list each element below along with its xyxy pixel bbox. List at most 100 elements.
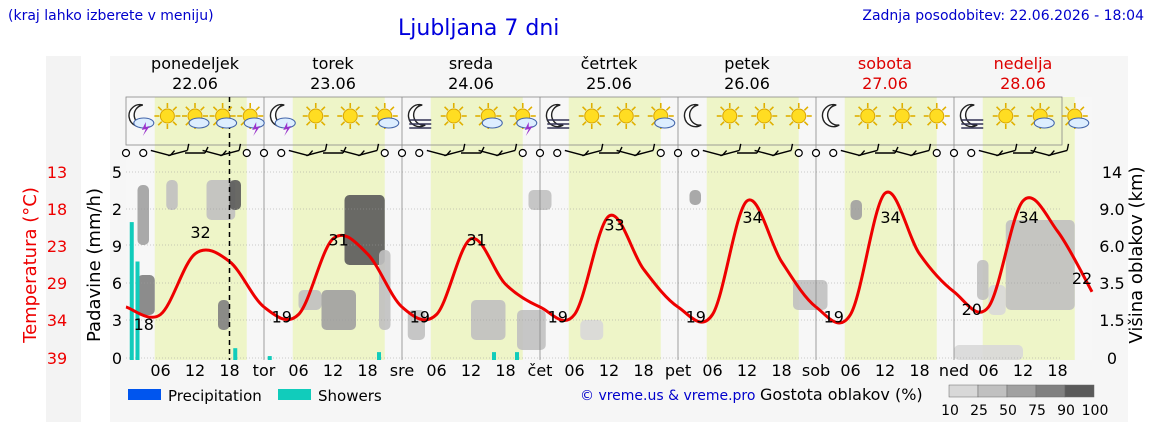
sun-cloud-icon [209, 103, 238, 129]
temperature-label: 34 [1018, 208, 1038, 227]
sun-icon [613, 103, 640, 129]
barb-tick [618, 146, 623, 154]
lightning-bolt [141, 122, 150, 136]
sun-ray [200, 106, 205, 111]
temperature-label: 31 [466, 231, 486, 250]
cloud-density-tick: 10 [941, 403, 959, 419]
barb-shaft [857, 149, 878, 157]
sun-icon [440, 103, 467, 129]
wind-calm [932, 148, 941, 158]
sun-ray [650, 106, 656, 111]
sun-disc [159, 108, 175, 124]
lightning-bolt [283, 122, 292, 136]
barb-shaft [909, 149, 930, 157]
sun-icon [889, 103, 916, 129]
cloud-height-tick: 6.0 [1099, 237, 1124, 256]
day-name: nedelja [994, 54, 1053, 73]
hour-tick-label: 12 [1013, 361, 1033, 380]
wind-barb [357, 143, 380, 157]
sun-ray [340, 121, 346, 126]
hour-tick-label: 18 [495, 361, 515, 380]
sun-ray [512, 106, 518, 111]
sun-ray [754, 106, 760, 111]
cloud-height-tick: 9.0 [1099, 200, 1124, 219]
precipitation-bars [129, 222, 519, 360]
day-date: 24.06 [448, 74, 494, 93]
cloud-blob [166, 180, 178, 210]
grid-lines [125, 96, 1063, 360]
sun-ray [185, 106, 190, 111]
hour-tick-label: 06 [426, 361, 446, 380]
legend-label: Precipitation [168, 387, 262, 405]
barb-tick [756, 146, 761, 154]
wind-barb [995, 143, 1018, 157]
cloud-density-tick: 25 [970, 403, 988, 419]
sun-ray [1045, 106, 1051, 111]
barb-shaft [443, 149, 464, 157]
wind-barb [719, 143, 742, 157]
day-name: petek [724, 54, 770, 73]
wind-calm [139, 148, 148, 158]
hour-tick-label: 18 [909, 361, 929, 380]
sun-ray [734, 121, 740, 126]
sun-disc [894, 108, 910, 124]
cloud-height-tick: 14 [1102, 163, 1122, 182]
barb-shaft [633, 149, 654, 157]
credit-link[interactable]: © vreme.us & vreme.pro [580, 388, 756, 404]
sun-icon [578, 103, 605, 129]
sun-ray [631, 106, 637, 111]
wind-barb [185, 146, 209, 154]
sun-ray [719, 106, 725, 111]
showers-bar [267, 356, 272, 360]
hour-tick-label: 18 [771, 361, 791, 380]
wind-barb [219, 143, 242, 157]
cloud-density-swatch [1035, 384, 1066, 398]
cloud-density-tick: 50 [999, 403, 1017, 419]
sun-ray [458, 121, 464, 126]
wind-calm [794, 148, 803, 158]
temperature-label: 34 [880, 208, 900, 227]
temperature-label: 33 [604, 215, 624, 234]
temperature-label: 19 [272, 308, 292, 327]
sun-ray [157, 121, 163, 126]
cloud-blob [793, 280, 828, 310]
wind-calm [397, 148, 407, 158]
moon-icon [821, 103, 840, 128]
lightning-bolt [252, 122, 261, 136]
barb-shaft [478, 149, 499, 157]
cloud-blob [517, 310, 546, 350]
cloud-density-swatch [948, 384, 979, 398]
cloud-blob [850, 200, 862, 220]
cloud-blob [218, 300, 230, 330]
wind-row [121, 143, 1070, 158]
day-date: 23.06 [310, 74, 356, 93]
temperature-tick: 23 [47, 237, 67, 256]
sun-ray [227, 106, 233, 111]
hour-tick-label: 12 [599, 361, 619, 380]
day-name: ponedeljek [151, 54, 240, 73]
moon-shape [407, 103, 426, 128]
sun-ray [581, 106, 587, 111]
cloud-height-tick: 1.5 [1099, 311, 1124, 330]
cloud-blob [954, 345, 1023, 360]
barb-tick [894, 146, 899, 154]
cloud-cover-blobs [137, 180, 1075, 360]
wind-calm [380, 148, 389, 158]
temperature-label: 20 [962, 300, 982, 319]
sun-ray [892, 121, 898, 126]
sun-disc [860, 108, 876, 124]
barb-tick [600, 143, 604, 151]
wind-calm [415, 148, 424, 158]
cloud-density-tick: 90 [1057, 403, 1075, 419]
sun-icon [751, 103, 778, 129]
day-band [568, 97, 661, 360]
day-band [706, 97, 799, 360]
temperature-label: 22 [1072, 269, 1092, 288]
sun-ray [857, 121, 863, 126]
cloud-shape [378, 117, 400, 129]
legend: Precipitation Showers 10 25 50 75 90 100 [128, 384, 1108, 419]
moon-fog-icon [545, 103, 570, 129]
sun-ray [665, 106, 671, 111]
sun-ray [355, 106, 361, 111]
sun-ray [443, 121, 449, 126]
